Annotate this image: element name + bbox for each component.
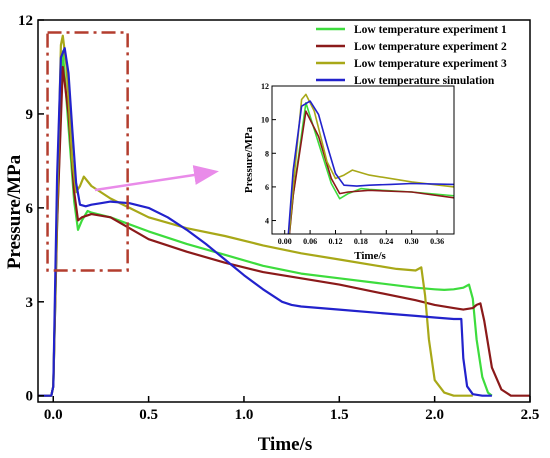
- y-axis-label: Pressure/MPa: [4, 154, 25, 269]
- y-tick-label: 3: [26, 295, 34, 311]
- y-tick-label: 6: [26, 201, 34, 217]
- series-line-4: [38, 47, 492, 397]
- inset-series-line-2: [288, 110, 454, 234]
- y-tick-label: 9: [26, 107, 34, 123]
- x-tick-label: 1.5: [330, 407, 349, 423]
- zoom-arrow: [94, 165, 219, 192]
- x-tick-label: 0.0: [44, 407, 63, 423]
- inset-y-tick-label: 12: [261, 82, 269, 91]
- y-tick-label: 12: [18, 13, 33, 29]
- inset-frame: [271, 85, 455, 235]
- main-series-group: [38, 34, 530, 397]
- legend-label-4: Low temperature simulation: [354, 75, 495, 87]
- inset-x-tick-label: 0.06: [303, 237, 317, 246]
- inset-background: [272, 86, 454, 234]
- inset-series-group: [287, 93, 454, 234]
- inset-x-axis: 0.00 0.06 0.12 0.18 0.24 0.30 0.36: [278, 230, 444, 246]
- series-line-2: [38, 65, 530, 397]
- inset-y-tick-label: 8: [265, 149, 269, 158]
- inset-x-tick-label: 0.36: [430, 237, 444, 246]
- x-tick-label: 2.0: [425, 407, 444, 423]
- inset-series-line-4: [287, 100, 454, 234]
- legend: Low temperature experiment 1 Low temperat…: [316, 24, 507, 87]
- x-tick-label: 1.0: [235, 407, 254, 423]
- inset-y-tick-label: 4: [265, 217, 269, 226]
- highlight-box: [46, 31, 129, 272]
- y-axis: 0 3 6 9 12: [18, 13, 44, 405]
- x-axis-label: Time/s: [258, 434, 313, 455]
- x-tick-label: 2.5: [521, 407, 540, 423]
- inset-x-tick-label: 0.24: [379, 237, 393, 246]
- series-line-3: [38, 34, 473, 397]
- inset-y-axis-label: Pressure/MPa: [243, 126, 255, 193]
- inset-x-tick-label: 0.12: [328, 237, 342, 246]
- inset-series-line-3: [288, 93, 454, 234]
- x-axis: 0.0 0.5 1.0 1.5 2.0 2.5: [44, 396, 539, 423]
- inset-y-axis: 4 6 8 10 12: [261, 82, 276, 226]
- x-tick-label: 0.5: [139, 407, 158, 423]
- inset-y-tick-label: 6: [265, 183, 269, 192]
- inset-x-axis-label: Time/s: [354, 250, 386, 262]
- plot-frame: [37, 19, 531, 403]
- legend-label-3: Low temperature experiment 3: [354, 58, 507, 70]
- inset-y-tick-label: 10: [261, 116, 269, 125]
- inset-x-tick-label: 0.18: [354, 237, 368, 246]
- inset-chart: 0.00 0.06 0.12 0.18 0.24 0.30 0.36 4 6 8 10 12 Tim…: [243, 82, 455, 262]
- inset-x-tick-label: 0.30: [405, 237, 419, 246]
- legend-label-1: Low temperature experiment 1: [354, 24, 507, 36]
- y-tick-label: 0: [26, 389, 34, 405]
- legend-label-2: Low temperature experiment 2: [354, 41, 507, 53]
- inset-series-line-1: [288, 102, 454, 234]
- inset-x-tick-label: 0.00: [278, 237, 292, 246]
